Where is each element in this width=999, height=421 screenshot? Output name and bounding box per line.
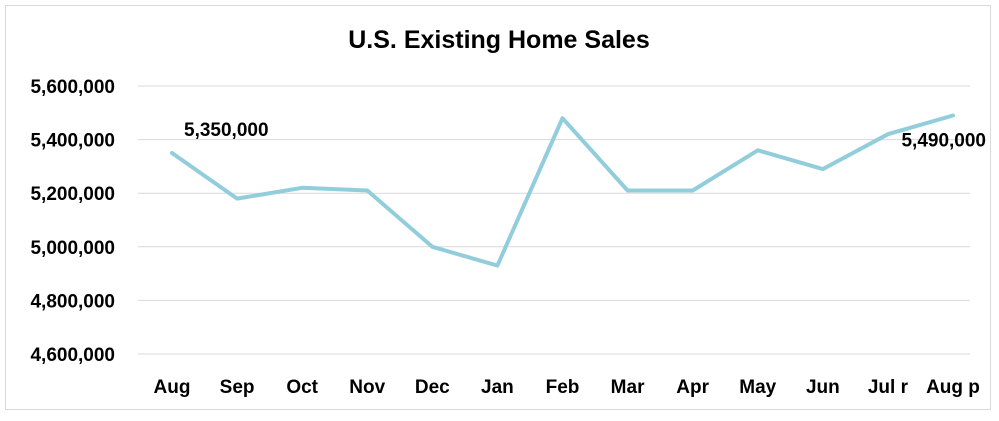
y-tick-label: 5,000,000 [30, 238, 115, 259]
x-tick-label: Nov [349, 377, 385, 398]
chart-title: U.S. Existing Home Sales [348, 26, 650, 54]
data-labels: 5,350,000 5,490,000 [184, 120, 986, 151]
x-tick-label: Dec [415, 377, 450, 398]
series-line [170, 113, 955, 268]
y-tick-label: 4,600,000 [30, 345, 115, 366]
y-tick-label: 5,200,000 [30, 184, 115, 205]
x-tick-label: Mar [611, 377, 645, 398]
x-tick-label: Jul r [868, 377, 909, 398]
series-layer [170, 113, 955, 268]
x-tick-label: Oct [286, 377, 318, 398]
y-tick-label: 5,600,000 [30, 77, 115, 98]
y-axis-ticks: 4,600,000 4,800,000 5,000,000 5,200,000 5,40… [30, 77, 115, 366]
y-tick-label: 5,400,000 [30, 131, 115, 152]
x-tick-label: May [739, 377, 776, 398]
x-tick-label: Apr [676, 377, 709, 398]
chart-frame [5, 5, 991, 410]
x-tick-label: Aug p [926, 377, 980, 398]
x-axis-ticks: Aug Sep Oct Nov Dec Jan Feb Mar Apr May Jun Jul r Au… [154, 377, 980, 398]
x-tick-label: Jun [806, 377, 840, 398]
x-tick-label: Aug [154, 377, 191, 398]
data-label: 5,490,000 [901, 130, 986, 151]
x-tick-label: Jan [481, 377, 514, 398]
x-tick-label: Feb [546, 377, 580, 398]
y-tick-label: 4,800,000 [30, 291, 115, 312]
data-label: 5,350,000 [184, 120, 269, 141]
x-tick-label: Sep [220, 377, 255, 398]
